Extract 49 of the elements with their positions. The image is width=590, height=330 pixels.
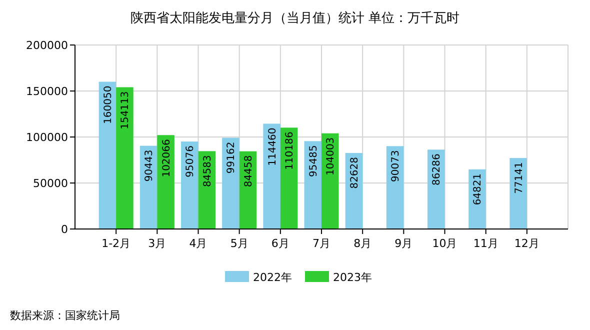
y-tick-label: 100000 — [26, 131, 68, 144]
data-label: 86286 — [432, 154, 443, 186]
x-tick-label: 8月 — [354, 237, 372, 250]
bar — [263, 124, 280, 229]
y-tick-label: 50000 — [33, 177, 68, 190]
bar — [510, 158, 527, 229]
bar — [98, 82, 116, 229]
y-tick-label: 200000 — [26, 39, 68, 52]
bar — [304, 141, 322, 229]
y-tick-label: 0 — [61, 223, 68, 236]
data-label: 114460 — [267, 128, 278, 166]
x-tick-label: 9月 — [394, 237, 413, 250]
data-label: 102066 — [161, 139, 172, 178]
bar — [280, 128, 298, 229]
bar — [116, 87, 134, 229]
data-label: 77141 — [514, 162, 525, 194]
x-tick-label: 11月 — [473, 237, 498, 250]
y-tick-label: 150000 — [26, 85, 68, 98]
data-label: 90443 — [144, 150, 156, 182]
bar — [222, 138, 240, 229]
x-tick-label: 1-2月 — [102, 237, 131, 250]
data-label: 82628 — [349, 156, 360, 189]
x-tick-label: 5月 — [230, 237, 248, 250]
data-label: 154113 — [120, 91, 132, 130]
data-label: 104003 — [326, 137, 337, 176]
legend-label: 2023年 — [333, 271, 372, 284]
data-label: 90073 — [390, 150, 402, 182]
x-tick-label: 4月 — [189, 237, 208, 250]
bar — [157, 135, 174, 229]
data-label: 95076 — [185, 146, 196, 178]
x-tick-label: 12月 — [514, 237, 540, 250]
data-label: 110186 — [284, 132, 296, 170]
data-label: 84583 — [202, 155, 214, 187]
data-label: 160050 — [102, 86, 114, 124]
bar — [386, 146, 404, 229]
source-note: 数据来源：国家统计局 — [10, 309, 120, 322]
data-label: 64821 — [472, 173, 484, 206]
x-tick-label: 6月 — [271, 237, 290, 250]
data-label: 99162 — [226, 142, 238, 174]
chart-title: 陕西省太阳能发电量分月（当月值）统计 单位：万千瓦时 — [130, 11, 460, 26]
legend-label: 2022年 — [253, 271, 292, 284]
x-tick-label: 3月 — [148, 237, 166, 250]
x-tick-label: 7月 — [312, 237, 330, 250]
x-tick-label: 10月 — [432, 237, 458, 250]
data-label: 95485 — [308, 145, 320, 177]
bar — [322, 133, 339, 229]
data-label: 84458 — [243, 155, 254, 188]
bar — [180, 142, 198, 229]
bar — [427, 150, 445, 229]
